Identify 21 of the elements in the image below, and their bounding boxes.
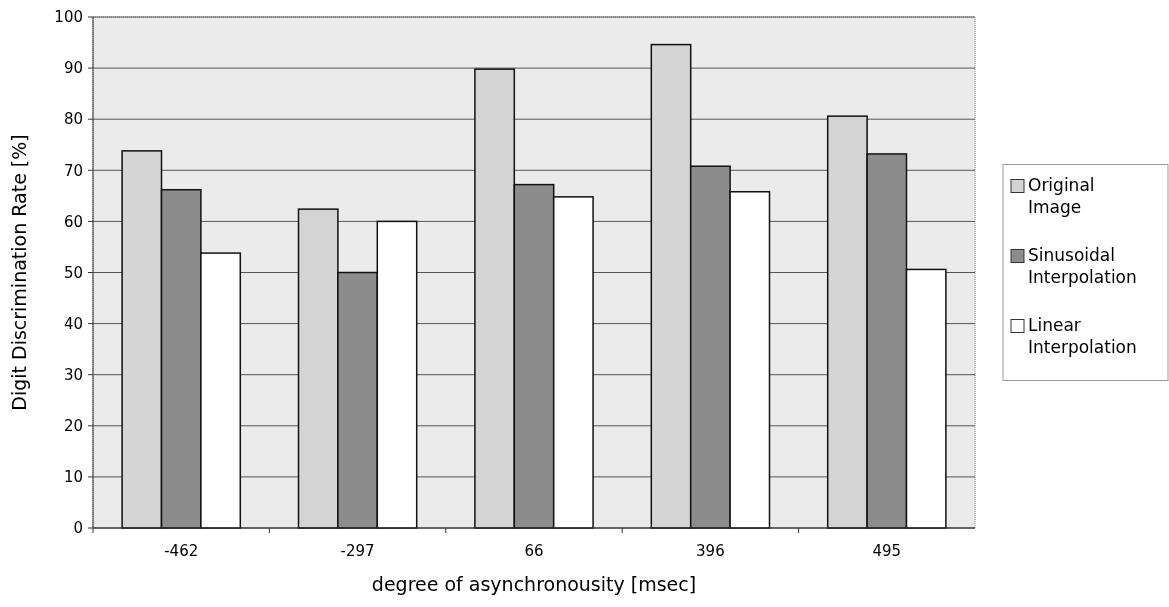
y-tick-label: 30 [63,365,83,384]
y-tick-label: 20 [63,417,83,436]
y-tick-label: 70 [63,161,83,180]
y-tick-label: 60 [63,212,83,231]
x-axis-title: degree of asynchronousity [msec] [371,573,697,595]
y-axis-title: Digit Discrimination Rate [%] [8,134,30,411]
y-tick-label: 40 [63,314,83,333]
y-tick-label: 90 [63,59,83,78]
x-tick-label: 495 [872,542,902,560]
x-tick-label: -462 [164,542,199,560]
legend-label: Sinusoidal Interpolation [1028,244,1137,287]
legend-label: Original Image [1028,174,1095,217]
y-tick-label: 100 [54,8,83,27]
x-tick-label: -297 [340,542,375,560]
x-tick-label: 66 [524,542,544,560]
y-tick-label: 50 [63,263,83,282]
legend-label: Linear Interpolation [1028,314,1137,357]
y-tick-label: 0 [73,519,83,538]
y-tick-label: 80 [63,110,83,129]
x-tick-label: 396 [696,542,725,560]
y-tick-label: 10 [63,468,83,487]
